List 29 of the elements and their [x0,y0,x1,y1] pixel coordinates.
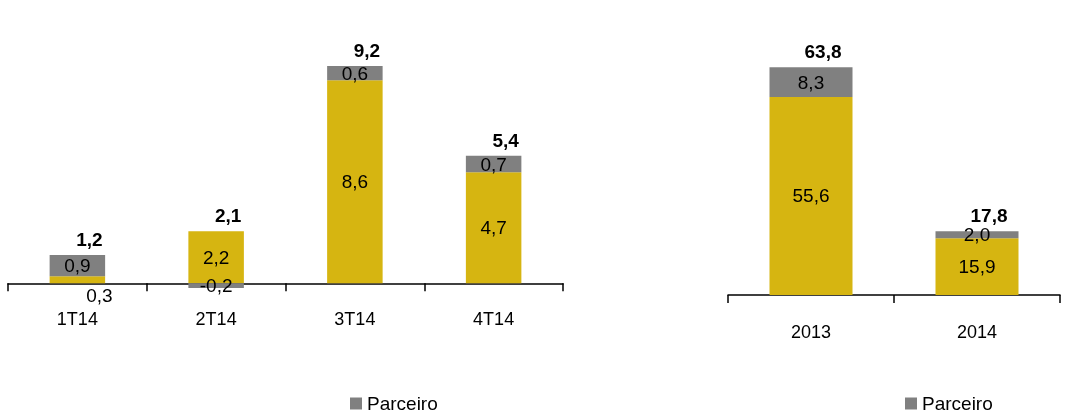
data-label: 2,2 [202,246,230,268]
x-tick-label: 2014 [956,322,998,342]
x-tick-label: 2013 [790,322,832,342]
total-label: 2,1 [214,205,242,227]
data-label: 0,7 [480,153,507,175]
data-label: 0,6 [341,62,369,84]
x-tick-label: 3T14 [334,309,376,329]
data-label: 0,9 [64,255,91,277]
total-label: 63,8 [804,41,842,63]
data-label: 4,7 [480,217,507,239]
data-label: 0,3 [86,285,113,307]
x-tick-label: 4T14 [473,309,515,329]
data-label: 8,3 [797,71,825,93]
bar [769,67,853,97]
total-label: 9,2 [353,40,381,62]
data-label: 15,9 [958,256,996,278]
x-tick-label: 2T14 [195,309,237,329]
total-label: 1,2 [76,228,103,250]
bar [465,172,522,284]
x-tick-label: 1T14 [56,309,98,329]
bar [49,276,106,284]
data-label: 8,6 [341,171,369,193]
total-label: 5,4 [492,129,520,151]
data-label: 55,6 [792,185,830,207]
legend-label: Parceiro [367,393,438,414]
legend-label: Parceiro [922,393,993,414]
bar [769,96,853,295]
data-label: -0,2 [199,275,233,297]
total-label: 17,8 [970,205,1008,227]
